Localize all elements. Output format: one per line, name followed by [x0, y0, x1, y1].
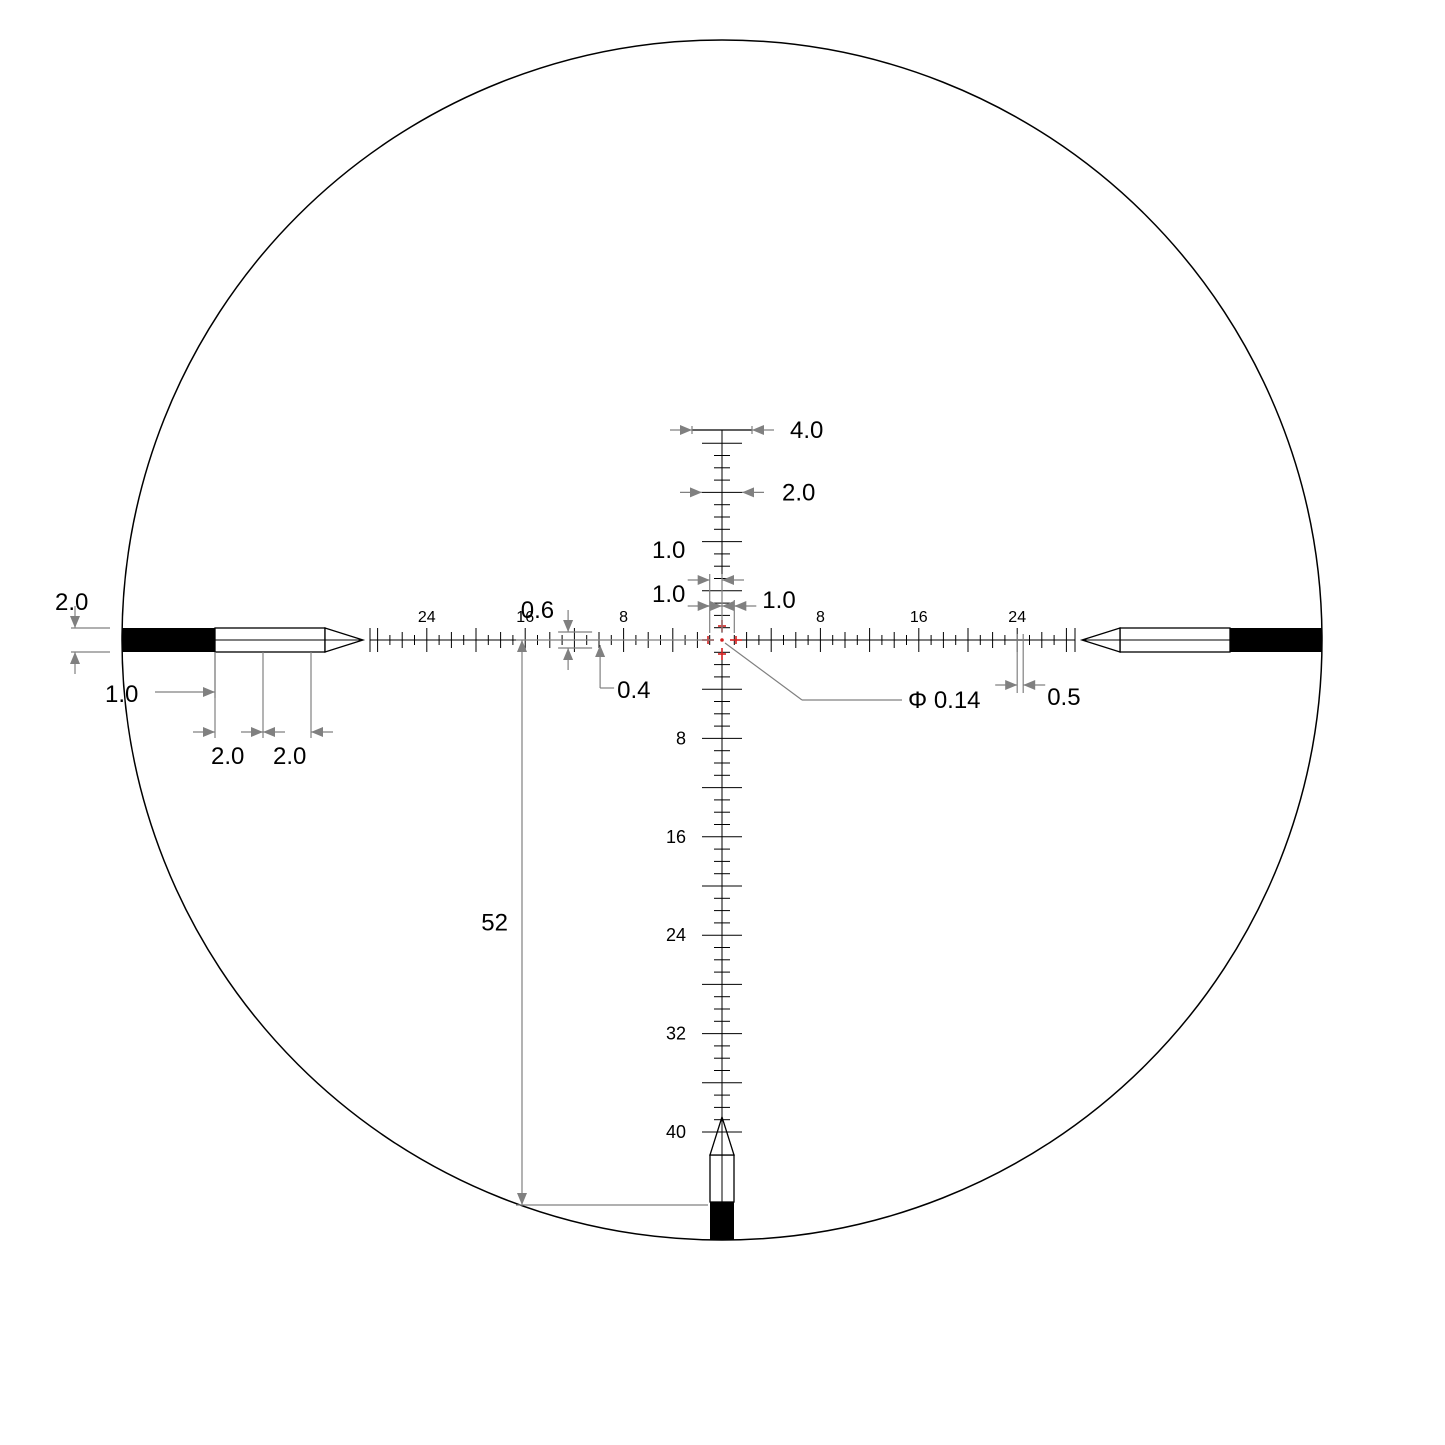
dim-phi: Φ 0.14 — [908, 687, 981, 714]
h-axis-number: 16 — [910, 609, 928, 626]
v-axis-number: 32 — [666, 1024, 686, 1044]
dim-2-0-top: 2.0 — [782, 479, 815, 506]
dim-1-0-a: 1.0 — [652, 537, 685, 564]
v-axis-number: 24 — [666, 925, 686, 945]
dim-1-0-c: 1.0 — [762, 587, 795, 614]
dim-4-0: 4.0 — [790, 417, 823, 444]
reticle-diagram: 81624816248162432404.02.01.01.01.00.60.4… — [0, 0, 1445, 1445]
h-axis-number: 8 — [619, 609, 628, 626]
dim-1-0-b: 1.0 — [652, 581, 685, 608]
dim-post-1-0: 1.0 — [105, 681, 138, 708]
dim-post-2-0a: 2.0 — [211, 743, 244, 770]
dim-52: 52 — [481, 910, 508, 937]
dimensions: 4.0 2.0 1.0 1.0 1.0 0.6 0.4 Φ 0.14 0.5 1.0 2.0 2.0 5… — [105, 417, 1081, 1205]
dim-0-6: 0.6 — [521, 597, 554, 624]
dim-post-2-0b: 2.0 — [273, 743, 306, 770]
dim-0-5: 0.5 — [1047, 684, 1080, 711]
v-axis-number: 16 — [666, 827, 686, 847]
h-axis-number: 24 — [1008, 609, 1026, 626]
v-axis-number: 8 — [676, 728, 686, 748]
v-axis-number: 40 — [666, 1122, 686, 1142]
h-axis-number: 8 — [816, 609, 825, 626]
dim-0-4: 0.4 — [617, 677, 650, 704]
dim-post-2-0: 2.0 — [55, 589, 88, 616]
h-axis-number: 24 — [418, 609, 436, 626]
